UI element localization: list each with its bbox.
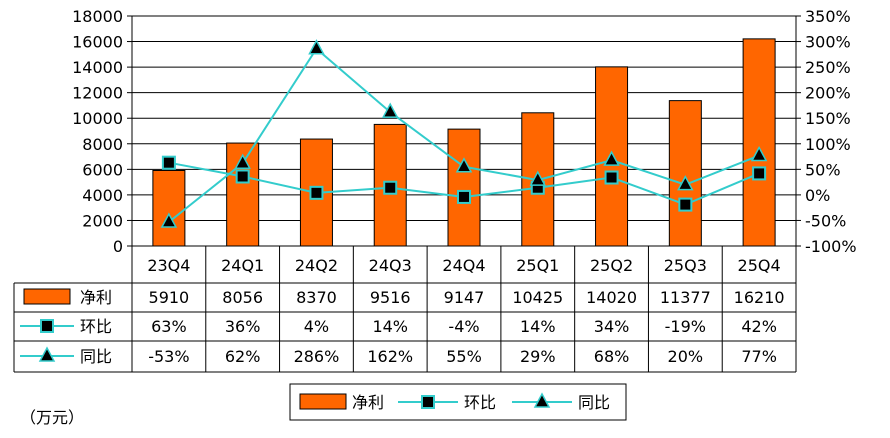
category-label: 24Q1 xyxy=(221,256,264,275)
data-label: 20% xyxy=(668,347,704,366)
series-name-label: 环比 xyxy=(80,317,112,336)
y2-tick-label: 250% xyxy=(805,58,851,77)
legend-square-marker xyxy=(421,395,435,409)
data-label: -4% xyxy=(448,317,479,336)
square-marker xyxy=(161,155,176,170)
data-label: -19% xyxy=(665,317,706,336)
series-name-label: 同比 xyxy=(80,347,112,366)
category-label: 25Q2 xyxy=(590,256,633,275)
bar xyxy=(152,169,186,247)
category-label: 25Q3 xyxy=(664,256,707,275)
y-tick-label: 4000 xyxy=(82,186,123,205)
table-key-triangle xyxy=(38,346,56,362)
legend-bar-swatch xyxy=(299,393,347,410)
unit-note: （万元） xyxy=(20,408,85,427)
y2-tick-label: 0% xyxy=(805,186,830,205)
data-label: 42% xyxy=(741,317,777,336)
bar xyxy=(447,128,481,247)
data-label: 29% xyxy=(520,347,556,366)
y2-tick-label: -50% xyxy=(805,211,846,230)
y-tick-label: 12000 xyxy=(72,84,123,103)
legend-label: 同比 xyxy=(578,393,610,412)
category-label: 23Q4 xyxy=(147,256,190,275)
square-marker xyxy=(309,185,324,200)
data-label: 36% xyxy=(225,317,261,336)
triangle-marker xyxy=(529,170,547,186)
legend-triangle-marker xyxy=(533,392,551,408)
series-name-label: 净利 xyxy=(80,288,112,307)
square-marker xyxy=(678,197,693,212)
category-label: 25Q4 xyxy=(738,256,781,275)
data-label: 34% xyxy=(594,317,630,336)
y2-tick-label: 150% xyxy=(805,109,851,128)
data-label: 162% xyxy=(367,347,413,366)
table-key-square xyxy=(40,319,54,333)
square-marker xyxy=(752,166,767,181)
y-tick-label: 10000 xyxy=(72,109,123,128)
data-label: 10425 xyxy=(512,288,563,307)
y-tick-label: 2000 xyxy=(82,211,123,230)
data-label: 14020 xyxy=(586,288,637,307)
category-label: 24Q3 xyxy=(369,256,412,275)
data-label: 63% xyxy=(151,317,187,336)
data-label: 9147 xyxy=(444,288,485,307)
table-key-bar xyxy=(23,288,71,305)
square-marker xyxy=(604,170,619,185)
category-label: 25Q1 xyxy=(516,256,559,275)
triangle-marker xyxy=(455,157,473,173)
y-tick-label: 0 xyxy=(113,237,123,256)
data-label: 68% xyxy=(594,347,630,366)
data-label: 16210 xyxy=(734,288,785,307)
bar xyxy=(742,38,776,247)
data-label: 14% xyxy=(372,317,408,336)
legend-label: 环比 xyxy=(464,393,496,412)
triangle-marker xyxy=(308,39,325,55)
square-marker xyxy=(383,180,398,195)
data-label: -53% xyxy=(148,347,189,366)
data-label: 5910 xyxy=(149,288,190,307)
y-tick-label: 18000 xyxy=(72,7,123,26)
bar xyxy=(668,100,702,247)
y2-tick-label: 200% xyxy=(805,84,851,103)
square-marker xyxy=(457,189,471,204)
triangle-marker xyxy=(603,150,620,166)
data-label: 9516 xyxy=(370,288,411,307)
y2-tick-label: 50% xyxy=(805,160,841,179)
data-label: 4% xyxy=(304,317,329,336)
y-tick-label: 14000 xyxy=(72,58,123,77)
category-label: 24Q4 xyxy=(442,256,485,275)
data-label: 286% xyxy=(294,347,340,366)
data-label: 14% xyxy=(520,317,556,336)
y2-tick-label: 300% xyxy=(805,33,851,52)
triangle-marker xyxy=(160,212,178,228)
data-label: 55% xyxy=(446,347,482,366)
y2-tick-label: -100% xyxy=(805,237,857,256)
y-tick-label: 8000 xyxy=(82,135,123,154)
triangle-marker xyxy=(234,153,251,169)
legend-label: 净利 xyxy=(352,393,384,412)
y-tick-label: 16000 xyxy=(72,33,123,52)
triangle-marker xyxy=(381,102,399,118)
category-label: 24Q2 xyxy=(295,256,338,275)
y2-tick-label: 350% xyxy=(805,7,851,26)
data-label: 62% xyxy=(225,347,261,366)
y2-tick-label: 100% xyxy=(805,135,851,154)
data-label: 8370 xyxy=(296,288,337,307)
data-label: 77% xyxy=(741,347,777,366)
y-tick-label: 6000 xyxy=(82,160,123,179)
data-label: 11377 xyxy=(660,288,711,307)
square-marker xyxy=(235,169,250,184)
triangle-marker xyxy=(677,175,694,191)
triangle-marker xyxy=(750,145,768,162)
data-label: 8056 xyxy=(222,288,263,307)
